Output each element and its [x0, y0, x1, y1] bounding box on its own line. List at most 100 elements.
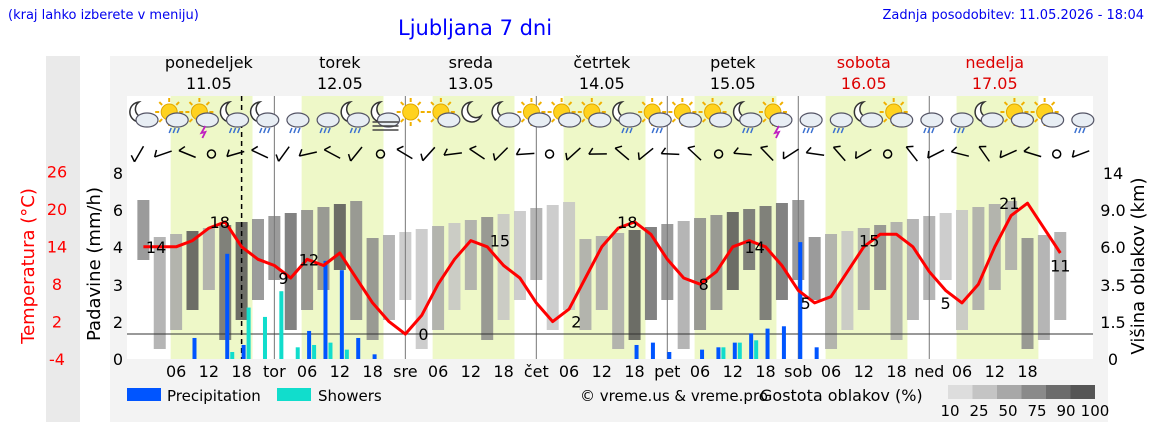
sun-ray [158, 118, 163, 123]
temperature-label: 8 [699, 275, 709, 294]
sun-ray [520, 118, 526, 123]
rain-drop [953, 127, 957, 134]
temperature-label: 12 [299, 250, 319, 269]
rain-drop [263, 127, 267, 134]
wind-barb [396, 145, 413, 160]
hour-tick: 06 [952, 362, 972, 381]
lightning-shape [773, 125, 781, 139]
cloud-cell [644, 227, 657, 320]
calm-marker [1051, 149, 1062, 159]
moon-rain-icon [249, 101, 280, 134]
sun-cloud-icon [517, 98, 552, 128]
precip-bar [323, 260, 328, 359]
cloud-cell [825, 234, 838, 349]
cloud-shape [618, 112, 642, 128]
wind-barb [492, 147, 509, 161]
cloud-legend-swatch [1021, 385, 1046, 399]
cloud-cell [350, 201, 363, 320]
sun-cloud-rain-icon [155, 98, 189, 134]
sun-ray [447, 101, 452, 106]
hour-tick: 12 [461, 362, 481, 381]
cloud-cell [1054, 232, 1067, 320]
moon-rain-icon [219, 101, 250, 134]
temp-tick: 8 [52, 275, 62, 294]
wind-barb [226, 149, 245, 158]
barb-feather [323, 145, 331, 151]
barb-shaft [1072, 150, 1090, 158]
precip-tick: 0 [113, 350, 123, 369]
cloud-shape [135, 112, 159, 128]
cloud-shape [437, 112, 461, 128]
rain-drop [323, 127, 327, 134]
cloud-legend-level: 25 [969, 402, 988, 420]
hour-tick: 06 [297, 362, 317, 381]
moon-rain-icon [340, 101, 370, 134]
temperature-label: 9 [278, 269, 288, 288]
rain-drop [176, 127, 180, 134]
sun-ray [205, 101, 210, 106]
wind-barb [515, 147, 535, 156]
calm-marker [375, 149, 386, 159]
cloud-cell [612, 233, 625, 349]
barb-feather [515, 147, 521, 155]
rain-drop [923, 127, 927, 134]
wind-barb [565, 147, 581, 161]
temp-tick: 2 [52, 313, 62, 332]
barb-feather [492, 153, 496, 161]
cloud-cell [153, 237, 166, 349]
legend-showers-label: Showers [318, 387, 382, 405]
cloud-shape [376, 112, 401, 128]
barb-feather [637, 152, 640, 160]
barb-shaft [638, 147, 654, 161]
wind-barb [905, 145, 918, 162]
barb-shaft [278, 146, 290, 162]
precip-tick: 3 [113, 276, 123, 295]
cloud-shape [225, 112, 250, 128]
cloud-shape [678, 112, 702, 128]
cloud-shape [799, 112, 823, 128]
sun-ray [641, 101, 646, 106]
wind-barb [153, 149, 172, 158]
height-tick: 1.5 [1100, 313, 1125, 332]
barb-feather [469, 145, 477, 150]
rain-drop [651, 127, 655, 134]
barb-shaft [133, 145, 145, 163]
cloud-cell [874, 225, 887, 290]
barb-shaft [422, 146, 436, 162]
shower-bar [344, 349, 349, 359]
temp-tick: 26 [47, 163, 67, 182]
sun-ray [581, 101, 586, 106]
legend: Precipitation Showers © vreme.us & vreme.p… [127, 385, 1109, 420]
sun-ray [417, 118, 422, 123]
barb-shaft [566, 147, 581, 161]
rain-drop [293, 127, 297, 134]
cloud-shape [829, 112, 853, 128]
wind-barb [978, 145, 991, 162]
sun-ray [688, 101, 693, 106]
hour-tick: 18 [755, 362, 775, 381]
barb-shaft [443, 152, 462, 156]
sun-ray [671, 101, 677, 106]
rain-drop [267, 127, 271, 134]
hour-tick: 12 [330, 362, 350, 381]
hour-tick: 06 [821, 362, 841, 381]
cloud-shape [588, 112, 612, 128]
sun-ray [598, 101, 603, 106]
barb-shaft [494, 147, 509, 161]
rain-drop [319, 127, 323, 134]
sun-cloud-storm-icon [185, 98, 219, 139]
barb-shaft [927, 149, 945, 159]
shower-bar [312, 344, 317, 359]
rain-drop [327, 127, 331, 134]
precip-bar [241, 344, 246, 359]
location-hint[interactable]: (kraj lahko izberete v meniju) [8, 8, 199, 23]
sun-ray [658, 101, 663, 106]
cloud-legend-level: 100 [1081, 402, 1110, 420]
sun-ray [883, 101, 888, 106]
calm-marker [882, 149, 893, 159]
barb-feather [153, 149, 158, 158]
sun-ray [1020, 101, 1026, 106]
barb-shaft [687, 147, 702, 161]
temperature-label: 18 [210, 213, 230, 232]
rain-drop [746, 127, 750, 134]
